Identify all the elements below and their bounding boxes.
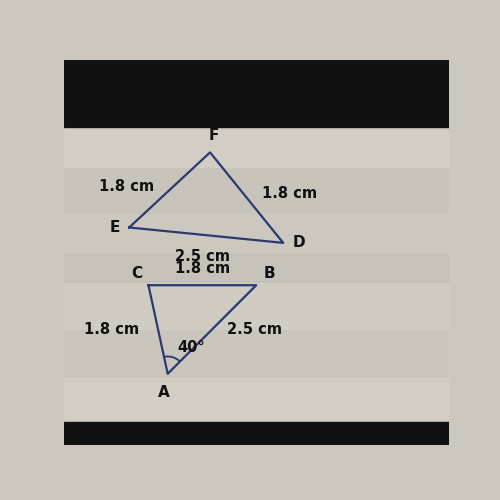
FancyBboxPatch shape [64,378,449,422]
FancyBboxPatch shape [64,128,449,168]
Text: 2.5 cm: 2.5 cm [228,322,282,337]
Text: D: D [293,236,306,250]
FancyBboxPatch shape [64,284,449,330]
Text: 1.8 cm: 1.8 cm [84,322,139,337]
Text: E: E [109,220,120,235]
Text: F: F [208,128,219,143]
Text: 1.8 cm: 1.8 cm [99,178,154,194]
Bar [64,60,449,128]
FancyBboxPatch shape [64,168,449,214]
FancyBboxPatch shape [64,60,449,128]
Text: 1.8 cm: 1.8 cm [175,260,230,276]
FancyBboxPatch shape [64,252,449,284]
Text: A: A [158,386,170,400]
Text: B: B [264,266,276,281]
Bar [64,422,449,445]
Text: C: C [132,266,142,281]
FancyBboxPatch shape [64,330,449,378]
Text: 2.5 cm: 2.5 cm [175,248,230,264]
Text: 40°: 40° [178,340,205,355]
FancyBboxPatch shape [64,214,449,252]
Text: 1.8 cm: 1.8 cm [262,186,317,202]
